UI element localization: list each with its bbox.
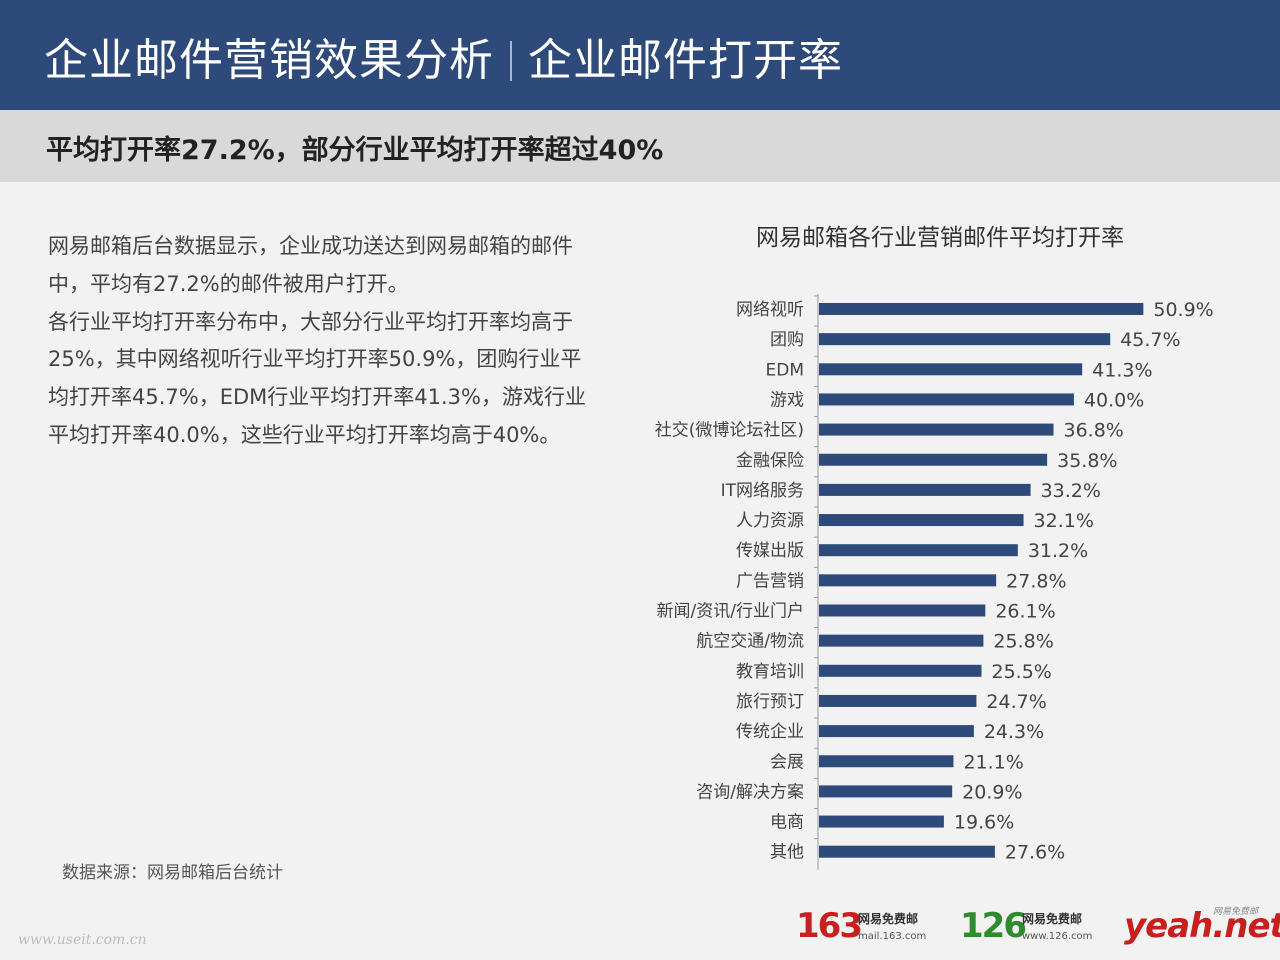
bar [819, 755, 954, 768]
logo-yeah-text: yeah.net [1124, 906, 1280, 946]
category-label: 新闻/资讯/行业门户 [657, 602, 804, 622]
title-left: 企业邮件营销效果分析 [44, 35, 494, 86]
category-label: 电商 [770, 813, 804, 833]
category-label: 航空交通/物流 [696, 632, 804, 652]
logo-163-number: 163 [796, 906, 863, 946]
category-label: 金融保险 [736, 451, 804, 471]
bar [819, 303, 1144, 315]
category-label: 游戏 [770, 390, 804, 410]
value-label: 40.0% [1084, 389, 1144, 411]
value-label: 35.8% [1057, 450, 1117, 472]
value-label: 50.9% [1153, 299, 1213, 321]
category-label: 咨询/解决方案 [696, 782, 804, 802]
category-label: 网络视听 [736, 300, 804, 320]
bar [819, 333, 1111, 346]
value-label: 24.7% [986, 691, 1046, 713]
value-label: 19.6% [954, 812, 1014, 834]
bar [819, 393, 1074, 406]
value-label: 33.2% [1041, 480, 1101, 502]
value-label: 25.5% [992, 661, 1052, 683]
value-label: 45.7% [1120, 329, 1180, 351]
logo-strip: 163 网易免费邮 mail.163.com 126 网易免费邮 www.126… [0, 906, 1280, 954]
description-paragraph-2: 各行业平均打开率分布中，大部分行业平均打开率均高于25%，其中网络视听行业平均打… [48, 309, 586, 447]
bar [819, 423, 1054, 436]
category-label: IT网络服务 [721, 481, 804, 501]
bar [819, 514, 1024, 527]
value-label: 27.6% [1005, 842, 1065, 864]
bar [819, 785, 953, 798]
header-bar: 企业邮件营销效果分析 企业邮件打开率 [0, 0, 1280, 110]
title-right: 企业邮件打开率 [528, 35, 843, 86]
watermark: www.useit.com.cn [18, 932, 147, 948]
bar [819, 725, 974, 738]
category-label: 其他 [770, 843, 804, 863]
category-label: 教育培训 [736, 662, 804, 682]
chart-title: 网易邮箱各行业营销邮件平均打开率 [756, 225, 1124, 251]
logo-163: 163 网易免费邮 mail.163.com [796, 906, 926, 946]
title-separator [510, 41, 512, 81]
category-label: 团购 [770, 330, 804, 350]
category-label: 旅行预订 [736, 692, 804, 712]
logo-126-name: 网易免费邮 [1022, 912, 1083, 926]
logo-yeah: yeah.net 网易免费邮 [1124, 906, 1280, 946]
bar [819, 664, 982, 677]
value-label: 27.8% [1006, 570, 1066, 592]
value-label: 20.9% [962, 781, 1022, 803]
bar [819, 634, 984, 647]
value-label: 36.8% [1064, 420, 1124, 442]
category-label: 会展 [770, 752, 804, 772]
value-label: 31.2% [1028, 540, 1088, 562]
category-label: 广告营销 [736, 571, 804, 591]
subheader-text: 平均打开率27.2%，部分行业平均打开率超过40% [46, 135, 664, 166]
description: 网易邮箱后台数据显示，企业成功送达到网易邮箱的邮件中，平均有27.2%的邮件被用… [48, 228, 588, 455]
bar-chart: 网络视听 50.9% 团购 45.7% EDM 41.3% 游戏 40.0% 社交(微博论坛社区… [655, 294, 1214, 870]
value-label: 41.3% [1092, 359, 1152, 381]
bar [819, 544, 1018, 557]
bar [819, 604, 986, 617]
logo-163-url: mail.163.com [858, 931, 927, 942]
logo-yeah-caption: 网易免费邮 [1212, 907, 1258, 917]
category-label: 传媒出版 [736, 541, 804, 561]
bar [819, 574, 997, 587]
bar [819, 694, 977, 707]
page-title: 企业邮件营销效果分析 企业邮件打开率 [44, 24, 843, 88]
category-label: EDM [766, 360, 805, 380]
bar [819, 363, 1083, 376]
description-paragraph-1: 网易邮箱后台数据显示，企业成功送达到网易邮箱的邮件中，平均有27.2%的邮件被用… [48, 234, 573, 296]
bar [819, 453, 1048, 466]
data-source: 数据来源：网易邮箱后台统计 [62, 863, 283, 883]
subheader-bar: 平均打开率27.2%，部分行业平均打开率超过40% [0, 110, 1280, 182]
category-label: 传统企业 [736, 722, 804, 742]
value-label: 26.1% [995, 601, 1055, 623]
logo-126-number: 126 [960, 906, 1027, 946]
logo-126: 126 网易免费邮 www.126.com [960, 906, 1092, 946]
value-label: 24.3% [984, 721, 1044, 743]
value-label: 21.1% [963, 751, 1023, 773]
category-label: 社交(微博论坛社区) [655, 421, 804, 441]
category-label: 人力资源 [736, 511, 804, 531]
value-label: 32.1% [1034, 510, 1094, 532]
logo-126-url: www.126.com [1022, 931, 1093, 942]
bar [819, 483, 1031, 496]
value-label: 25.8% [993, 631, 1053, 653]
logo-163-name: 网易免费邮 [858, 912, 919, 926]
bar [819, 815, 944, 828]
bar [819, 845, 995, 858]
